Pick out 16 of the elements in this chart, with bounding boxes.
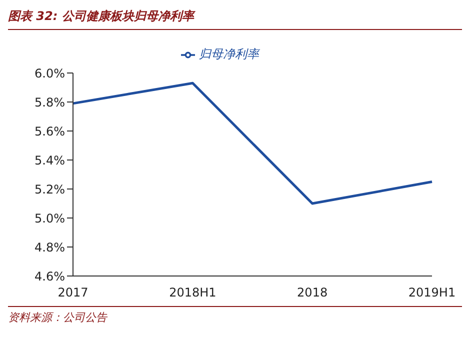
y-tick-label: 5.2% xyxy=(34,182,65,196)
y-tick-label: 5.0% xyxy=(34,211,65,226)
y-tick-label: 5.6% xyxy=(34,124,65,138)
line-series xyxy=(72,82,434,205)
x-tick-label: 2019H1 xyxy=(408,286,456,300)
legend-label: 归母净利率 xyxy=(199,47,259,61)
y-tick-label: 5.4% xyxy=(34,153,65,168)
x-tick-label: 2018 xyxy=(297,286,328,300)
y-tick-label: 4.8% xyxy=(34,240,65,254)
y-tick-label: 4.6% xyxy=(34,269,65,284)
y-tick-label: 5.8% xyxy=(34,95,65,110)
x-tick-label: 2017 xyxy=(58,286,88,300)
x-tick-label: 2018H1 xyxy=(169,286,216,300)
text: 资料来源：公司公告 xyxy=(8,306,462,325)
chart-title: 图表 32: 公司健康板块归母净利率 xyxy=(8,8,462,30)
y-tick-label: 6.0% xyxy=(34,66,65,80)
